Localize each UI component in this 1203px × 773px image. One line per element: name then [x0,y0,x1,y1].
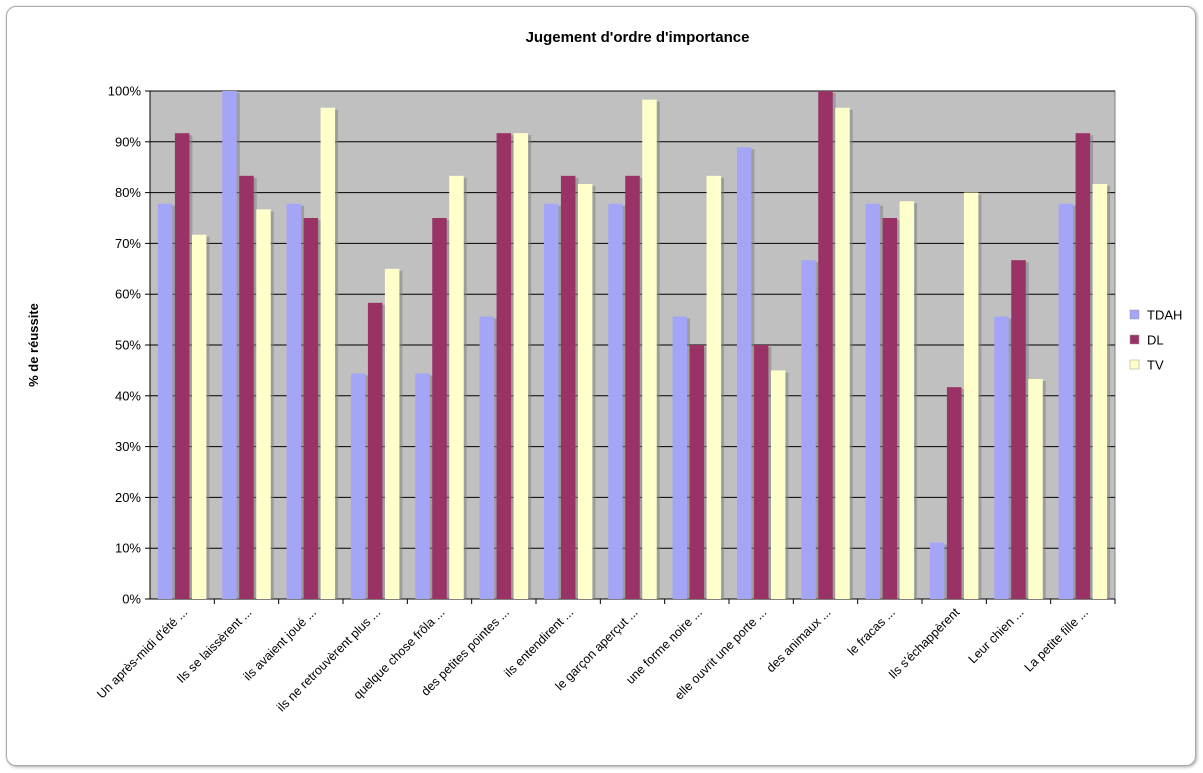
bar-dl [174,133,190,599]
bar-dl [625,175,640,599]
bar-tdah [994,316,1009,599]
bar-dl [496,133,512,599]
bar-dl [882,218,898,599]
legend-label-tdah: TDAH [1147,308,1182,323]
legend-swatch-dl [1129,334,1140,345]
bar-tv [577,183,593,600]
bar-tdah [222,91,237,599]
y-tick-label: 60% [115,287,141,302]
bar-tv [384,268,400,599]
legend-label-dl: DL [1147,333,1164,348]
bar-tv [835,107,850,599]
y-tick-label: 70% [115,236,141,251]
x-category-label: le fracas ... [845,605,898,658]
bar-tdah [415,373,430,599]
bar-tv [256,209,271,599]
bar-dl [367,302,383,599]
bar-dl [689,345,705,599]
bar-tv [963,192,979,599]
y-axis-label: % de réussite [26,303,41,387]
x-category-label: La petite fille ... [1022,605,1091,674]
bar-tdah [865,203,881,599]
bar-tv [1092,183,1108,600]
bar-dl [239,175,254,599]
bar-tdah [608,203,623,599]
bar-tv [899,201,915,599]
chart-title: Jugement d'ordre d'importance [526,29,750,46]
bar-tv [320,107,336,599]
y-tick-label: 90% [115,134,141,149]
bar-dl [432,218,447,599]
legend-label-tv: TV [1147,358,1164,373]
bar-tdah [350,373,366,599]
bar-tdah [1058,203,1074,599]
y-tick-label: 80% [115,185,141,200]
bar-tdah [736,147,752,599]
bar-tdah [929,542,945,599]
x-category-label: Un après-midi d'été ... [94,605,190,701]
bar-tv [191,234,207,600]
y-tick-label: 50% [115,338,141,353]
bar-tv [642,99,657,600]
bar-tdah [286,203,302,599]
bar-tdah [479,316,495,599]
y-tick-label: 100% [108,84,142,99]
bar-tv [1028,379,1043,599]
y-tick-label: 30% [115,439,141,454]
bar-tdah [672,316,688,599]
bar-tv [449,175,464,599]
bar-tv [513,133,529,599]
bar-dl [1075,133,1091,599]
y-tick-label: 20% [115,490,141,505]
x-category-label: Leur chien ... [966,605,1027,666]
bar-tv [770,370,786,599]
y-tick-label: 0% [122,592,141,607]
bar-dl [818,91,833,599]
bar-dl [946,387,962,599]
y-tick-label: 40% [115,388,141,403]
bar-tdah [543,203,559,599]
bar-dl [1011,260,1026,599]
bar-dl [560,175,576,599]
bar-dl [753,345,769,599]
x-category-label: ils entendirent ... [502,605,577,680]
y-tick-label: 10% [115,541,141,556]
legend-swatch-tdah [1129,309,1140,320]
bar-tv [706,175,722,599]
bar-tdah [801,260,816,599]
bar-dl [303,218,319,599]
x-category-label: des animaux ... [764,605,834,675]
x-category-label: ils ne retrouvèrent plus ... [274,605,383,714]
bar-tdah [157,203,173,599]
legend-swatch-tv [1129,359,1140,370]
x-category-label: Ils s'échappèrent [886,605,963,682]
